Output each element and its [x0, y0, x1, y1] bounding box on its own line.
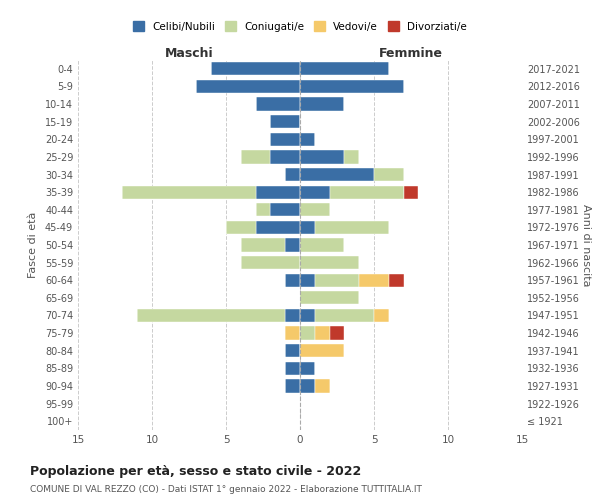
Bar: [285, 309, 300, 322]
Bar: [226, 221, 256, 234]
Bar: [241, 150, 271, 164]
Bar: [374, 168, 404, 181]
Y-axis label: Anni di nascita: Anni di nascita: [581, 204, 591, 286]
Bar: [300, 362, 315, 375]
Bar: [300, 380, 315, 392]
Bar: [344, 150, 359, 164]
Bar: [271, 132, 300, 146]
Bar: [300, 203, 329, 216]
Text: COMUNE DI VAL REZZO (CO) - Dati ISTAT 1° gennaio 2022 - Elaborazione TUTTITALIA.: COMUNE DI VAL REZZO (CO) - Dati ISTAT 1°…: [30, 485, 422, 494]
Bar: [256, 98, 300, 110]
Bar: [285, 238, 300, 252]
Bar: [137, 309, 285, 322]
Bar: [285, 168, 300, 181]
Bar: [329, 326, 344, 340]
Bar: [300, 168, 374, 181]
Bar: [300, 344, 344, 358]
Bar: [315, 326, 329, 340]
Legend: Celibi/Nubili, Coniugati/e, Vedovi/e, Divorziati/e: Celibi/Nubili, Coniugati/e, Vedovi/e, Di…: [129, 17, 471, 36]
Bar: [404, 186, 418, 198]
Bar: [122, 186, 256, 198]
Bar: [196, 80, 300, 93]
Bar: [256, 203, 271, 216]
Bar: [329, 186, 404, 198]
Bar: [211, 62, 300, 76]
Bar: [300, 62, 389, 76]
Bar: [300, 186, 329, 198]
Bar: [300, 309, 315, 322]
Bar: [300, 291, 359, 304]
Bar: [285, 344, 300, 358]
Bar: [256, 221, 300, 234]
Text: Popolazione per età, sesso e stato civile - 2022: Popolazione per età, sesso e stato civil…: [30, 465, 361, 478]
Bar: [285, 326, 300, 340]
Bar: [300, 98, 344, 110]
Bar: [300, 150, 344, 164]
Text: Maschi: Maschi: [164, 47, 214, 60]
Bar: [300, 256, 359, 269]
Bar: [300, 132, 315, 146]
Bar: [285, 380, 300, 392]
Y-axis label: Fasce di età: Fasce di età: [28, 212, 38, 278]
Bar: [271, 203, 300, 216]
Bar: [241, 256, 300, 269]
Bar: [241, 238, 285, 252]
Bar: [315, 309, 374, 322]
Bar: [256, 186, 300, 198]
Bar: [271, 115, 300, 128]
Bar: [389, 274, 404, 287]
Bar: [285, 274, 300, 287]
Bar: [374, 309, 389, 322]
Bar: [271, 150, 300, 164]
Text: Femmine: Femmine: [379, 47, 443, 60]
Bar: [300, 238, 344, 252]
Bar: [359, 274, 389, 287]
Bar: [300, 80, 404, 93]
Bar: [315, 274, 359, 287]
Bar: [300, 326, 315, 340]
Bar: [285, 362, 300, 375]
Bar: [315, 380, 329, 392]
Bar: [300, 274, 315, 287]
Bar: [300, 221, 315, 234]
Bar: [315, 221, 389, 234]
